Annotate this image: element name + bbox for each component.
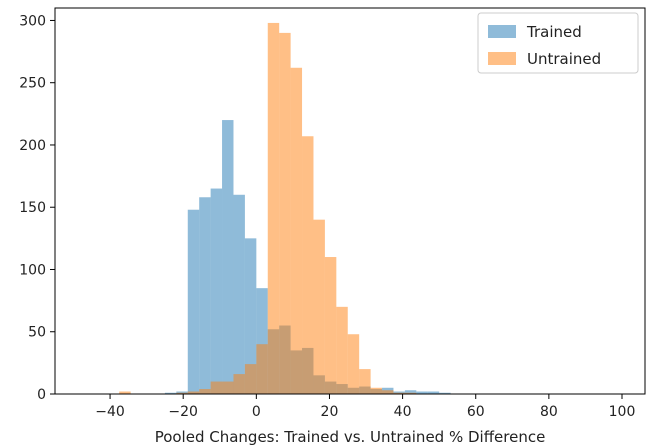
untrained-bar: [290, 67, 303, 395]
trained-bar: [222, 120, 234, 394]
x-tick-label: −40: [95, 404, 125, 420]
untrained-bar: [279, 32, 291, 395]
x-tick-label: 0: [252, 404, 261, 420]
y-tick-label: 200: [19, 138, 46, 154]
trained-bar: [416, 391, 428, 394]
trained-bar: [404, 390, 417, 394]
trained-bar: [233, 194, 245, 394]
untrained-bar: [233, 374, 245, 394]
x-tick-label: 20: [321, 404, 339, 420]
untrained-bar: [336, 306, 348, 394]
y-tick-label: 50: [28, 325, 46, 341]
x-tick-label: 60: [467, 404, 485, 420]
x-tick-label: 40: [394, 404, 412, 420]
legend-box: [477, 12, 639, 74]
untrained-bar: [187, 391, 200, 394]
untrained-bar: [313, 219, 325, 394]
trained-bar: [427, 391, 440, 394]
untrained-bar: [359, 369, 371, 394]
untrained-bar: [199, 389, 211, 394]
y-tick-label: 300: [19, 13, 46, 29]
x-tick-label: 100: [609, 404, 636, 420]
untrained-bar: [370, 387, 383, 394]
untrained-bar: [324, 257, 337, 394]
trained-bar: [199, 197, 211, 394]
untrained-bar: [347, 334, 360, 394]
legend-swatch-trained: [488, 25, 516, 38]
plot-frame: [54, 7, 646, 395]
y-tick-label: 250: [19, 76, 46, 92]
trained-bar: [256, 288, 268, 394]
untrained-bar: [393, 392, 405, 394]
untrained-bar: [382, 390, 394, 394]
untrained-bar: [404, 392, 417, 394]
x-tick-label: −20: [168, 404, 198, 420]
x-axis-label: Pooled Changes: Trained vs. Untrained % …: [155, 428, 546, 446]
untrained-bar: [176, 392, 188, 394]
untrained-bar: [267, 22, 280, 394]
untrained-bar: [210, 381, 223, 394]
trained-bar: [439, 392, 451, 394]
untrained-bar: [256, 344, 268, 394]
y-tick-label: 0: [37, 387, 46, 403]
untrained-bar: [302, 136, 314, 394]
x-tick-label: 80: [540, 404, 558, 420]
legend-swatch-untrained: [488, 52, 516, 65]
untrained-bar: [119, 391, 131, 394]
y-tick-label: 150: [19, 200, 46, 216]
trained-bar: [210, 188, 223, 394]
trained-bar: [164, 392, 177, 394]
untrained-bar: [222, 381, 234, 394]
trained-bar: [244, 238, 257, 394]
untrained-bar: [244, 364, 257, 394]
y-tick-label: 100: [19, 262, 46, 278]
legend-label-untrained: Untrained: [527, 50, 601, 68]
legend-label-trained: Trained: [526, 23, 582, 41]
trained-bar: [187, 209, 200, 394]
